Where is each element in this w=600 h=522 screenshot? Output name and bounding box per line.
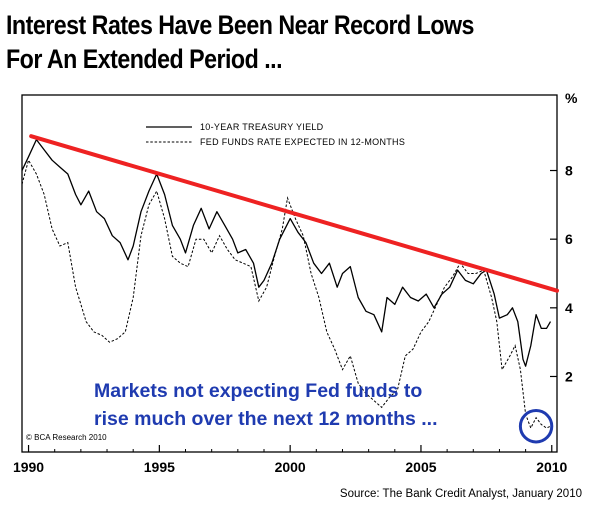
- y-axis-unit-label: %: [565, 90, 578, 106]
- plot-frame: [21, 94, 558, 453]
- x-tick-label: 1990: [13, 459, 44, 475]
- source-note: Source: The Bank Credit Analyst, January…: [339, 488, 582, 500]
- legend: 10-YEAR TREASURY YIELD FED FUNDS RATE EX…: [146, 122, 405, 147]
- y-tick-label: 6: [565, 231, 573, 247]
- y-tick-label: 4: [565, 300, 573, 316]
- x-tick-label: 2005: [405, 459, 436, 475]
- trendline: [29, 134, 559, 293]
- annotation-line-1: Markets not expecting Fed funds to: [94, 380, 422, 402]
- copyright-note: © BCA Research 2010: [26, 433, 107, 442]
- x-tick-label: 2010: [536, 459, 567, 475]
- highlight-circle: [518, 409, 554, 444]
- legend-label-treasury: 10-YEAR TREASURY YIELD: [200, 122, 324, 132]
- series-line-10-year-treasury-yield: [21, 138, 552, 367]
- chart-title-line-1: Interest Rates Have Been Near Record Low…: [6, 10, 474, 40]
- annotation-line-2: rise much over the next 12 months ...: [94, 408, 438, 430]
- y-tick-label: 2: [565, 368, 573, 384]
- x-tick-label: 1995: [144, 459, 175, 475]
- chart-title-line-2: For An Extended Period ...: [6, 44, 283, 74]
- legend-label-fed-funds: FED FUNDS RATE EXPECTED IN 12-MONTHS: [200, 137, 405, 147]
- y-tick-label: 8: [565, 163, 573, 179]
- x-axis: 1990 1995 2000 2005 2010: [13, 445, 568, 475]
- x-tick-label: 2000: [275, 459, 306, 475]
- y-axis: 2 4 6 8: [550, 163, 573, 384]
